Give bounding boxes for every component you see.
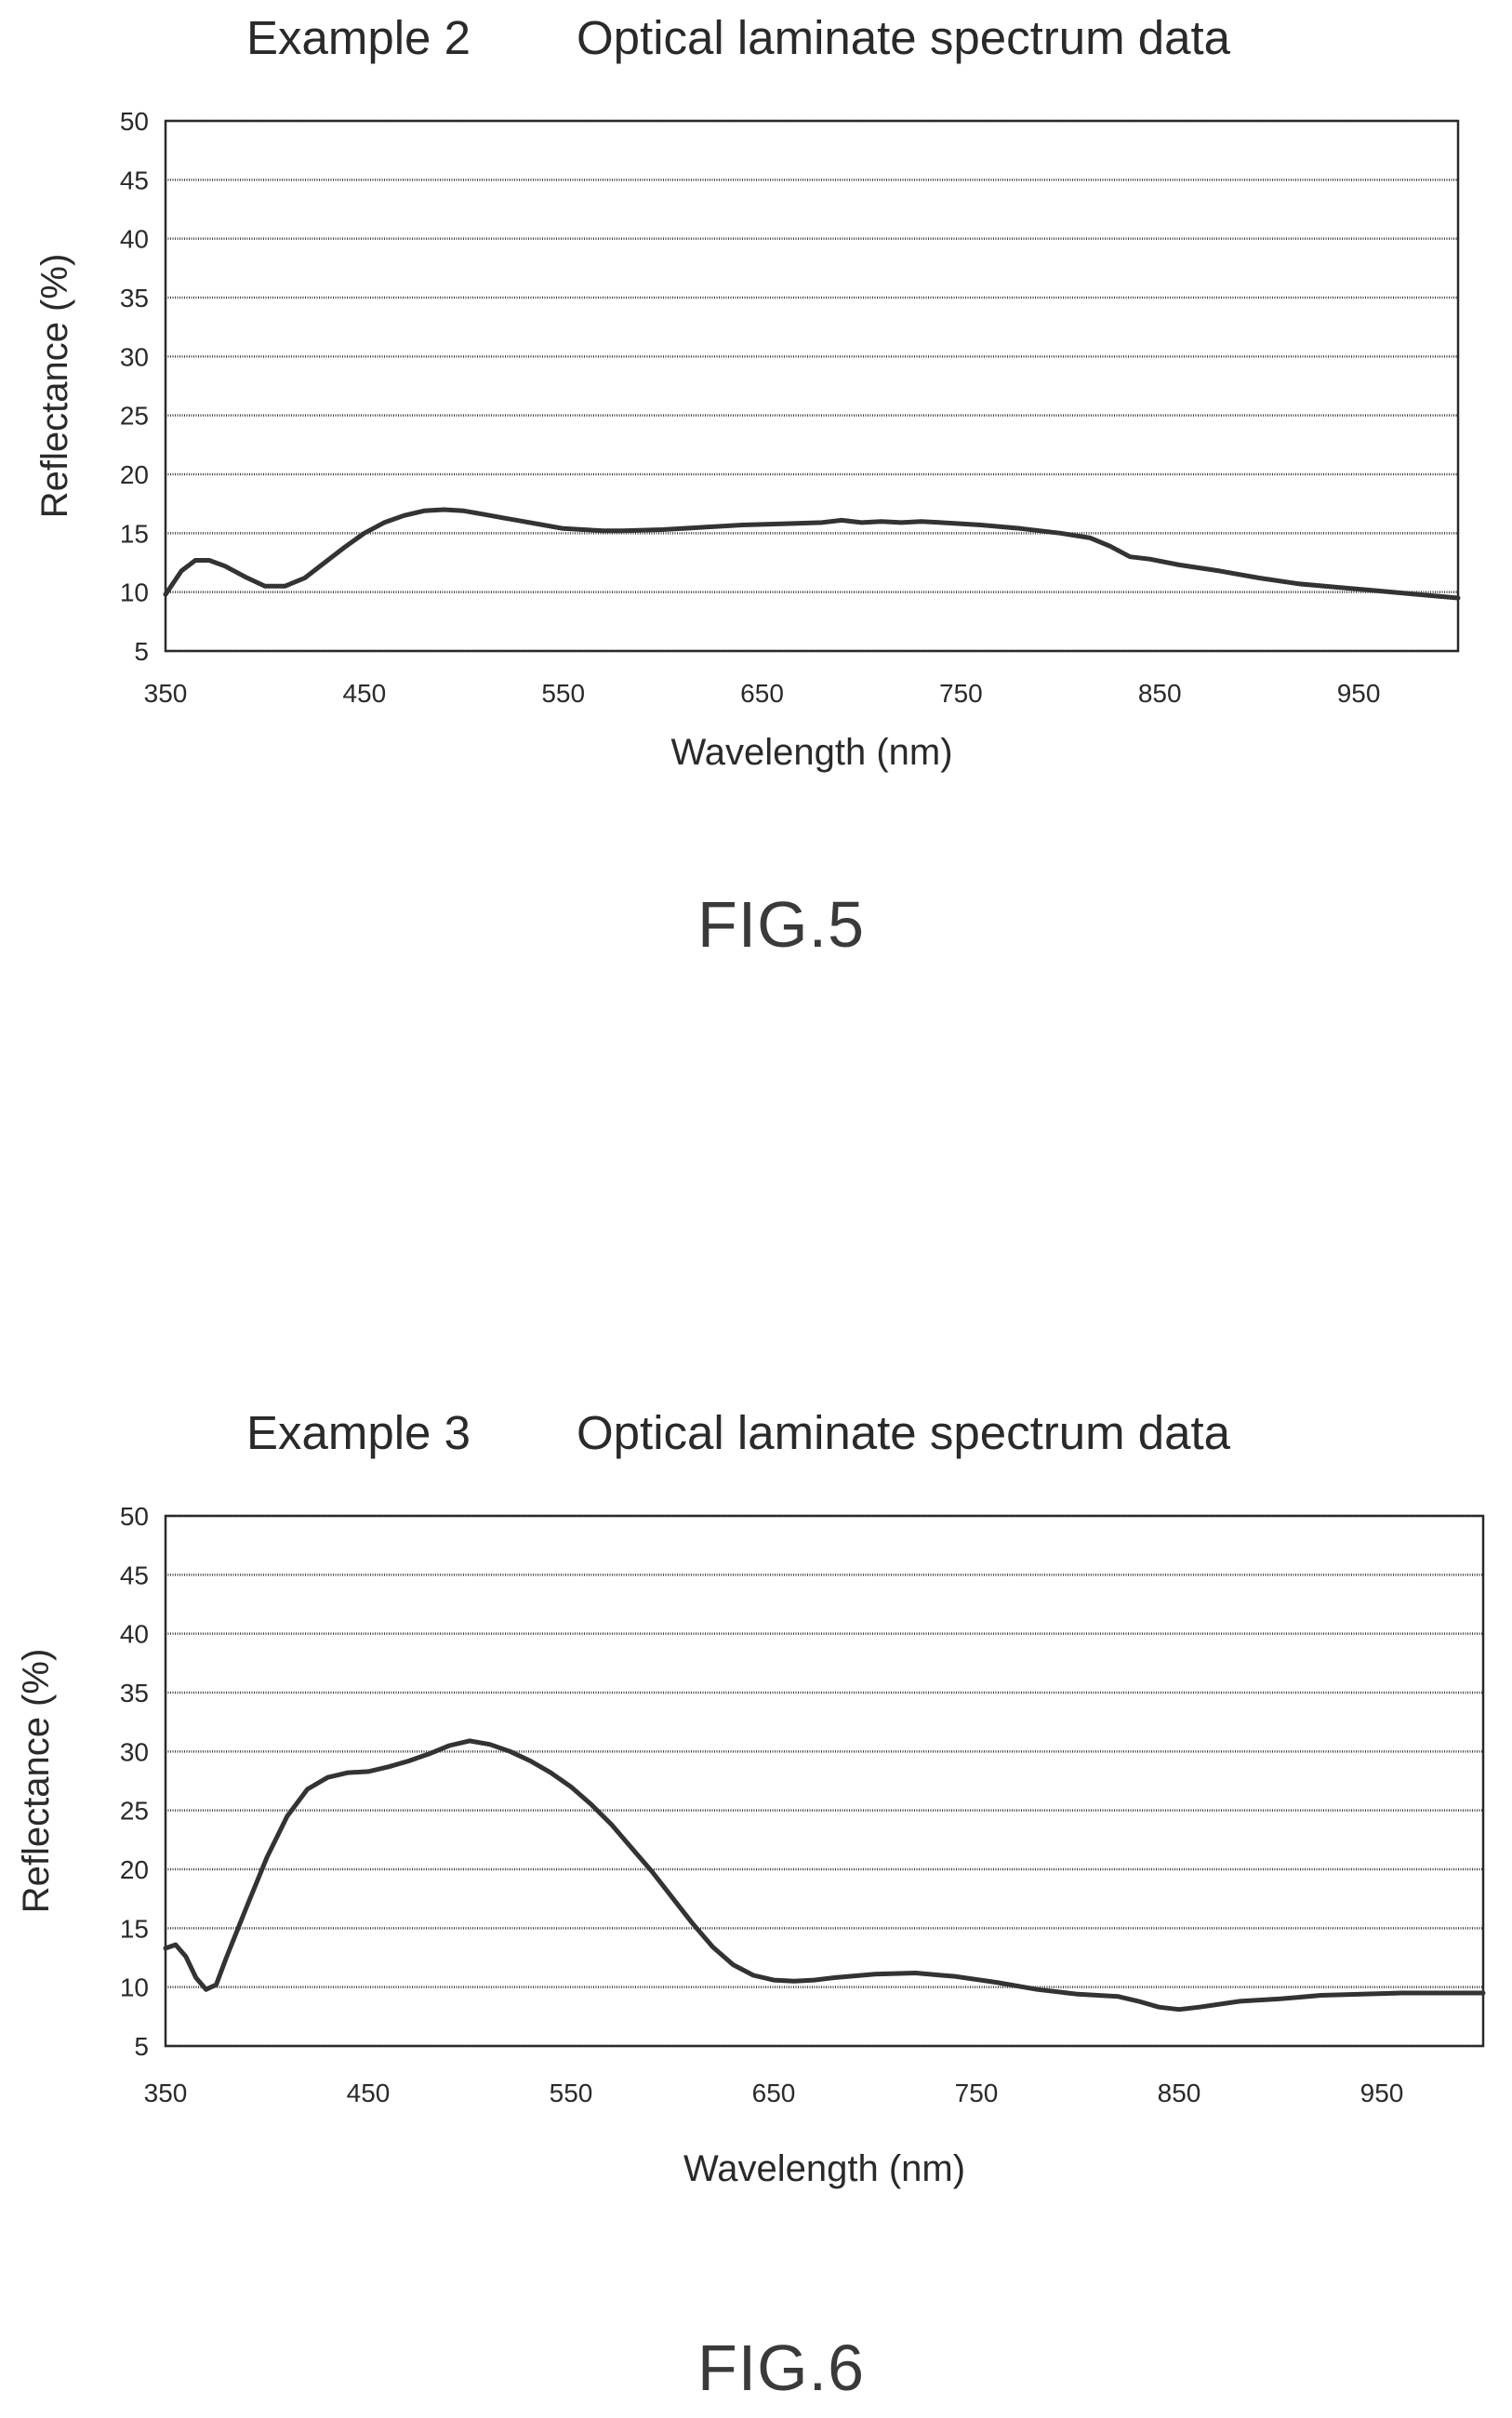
x-tick-450: 450: [342, 679, 386, 708]
x-axis-label: Wavelength (nm): [670, 732, 952, 773]
y-tick-35: 35: [120, 284, 149, 312]
y-tick-20: 20: [120, 1855, 149, 1884]
chart-title-example: Example 3: [246, 1406, 471, 1459]
chart-title-description: Optical laminate spectrum data: [577, 11, 1231, 64]
x-tick-550: 550: [550, 2079, 593, 2107]
fig5-chart-svg: Example 2 Optical laminate spectrum data…: [34, 11, 1461, 961]
y-axis-label: Reflectance (%): [16, 1649, 57, 1914]
plot-frame: [164, 119, 1460, 653]
y-tick-10: 10: [120, 578, 149, 607]
y-tick-labels: 5 10 15 20 25 30 35 40 45 50: [120, 107, 149, 666]
chart-title-example: Example 2: [246, 11, 471, 64]
gridlines: [166, 1514, 1483, 2048]
fig6-chart-svg: Example 3 Optical laminate spectrum data…: [16, 1406, 1486, 2404]
x-tick-labels: 350 450 550 650 750 850 950: [144, 679, 1381, 708]
fig6-chart: Example 3 Optical laminate spectrum data…: [0, 1395, 1512, 2418]
fig5-chart: Example 2 Optical laminate spectrum data…: [0, 0, 1512, 976]
y-tick-45: 45: [120, 1561, 149, 1589]
y-tick-35: 35: [120, 1679, 149, 1707]
y-tick-50: 50: [120, 1502, 149, 1531]
x-axis-label: Wavelength (nm): [683, 2148, 965, 2189]
chart-title-description: Optical laminate spectrum data: [577, 1406, 1231, 1459]
x-tick-650: 650: [740, 679, 784, 708]
y-tick-5: 5: [134, 637, 149, 666]
figure-label: FIG.5: [697, 888, 865, 961]
y-tick-30: 30: [120, 1737, 149, 1766]
y-tick-labels: 5 10 15 20 25 30 35 40 45 50: [120, 1502, 149, 2061]
y-tick-25: 25: [120, 1797, 149, 1826]
gridlines: [166, 119, 1458, 653]
y-tick-15: 15: [120, 1914, 149, 1943]
x-tick-850: 850: [1158, 2079, 1201, 2107]
x-tick-350: 350: [144, 679, 188, 708]
series-line-example-2: [163, 507, 1461, 601]
x-tick-750: 750: [955, 2079, 999, 2107]
x-tick-550: 550: [541, 679, 585, 708]
x-tick-650: 650: [752, 2079, 796, 2107]
y-tick-20: 20: [120, 460, 149, 489]
y-tick-5: 5: [134, 2032, 149, 2061]
y-tick-10: 10: [120, 1973, 149, 2002]
y-tick-45: 45: [120, 166, 149, 194]
y-tick-30: 30: [120, 342, 149, 371]
x-tick-950: 950: [1360, 2079, 1404, 2107]
x-tick-labels: 350 450 550 650 750 850 950: [144, 2079, 1404, 2107]
x-tick-850: 850: [1138, 679, 1182, 708]
x-tick-750: 750: [939, 679, 983, 708]
x-tick-450: 450: [347, 2079, 391, 2107]
figure-label: FIG.6: [697, 2332, 865, 2404]
y-tick-15: 15: [120, 519, 149, 548]
y-tick-25: 25: [120, 402, 149, 431]
plot-frame: [164, 1514, 1485, 2048]
series-line-example-3: [163, 1738, 1486, 2013]
y-tick-40: 40: [120, 1620, 149, 1649]
x-tick-350: 350: [144, 2079, 188, 2107]
x-tick-950: 950: [1337, 679, 1381, 708]
y-tick-50: 50: [120, 107, 149, 136]
y-axis-label: Reflectance (%): [34, 254, 75, 519]
y-tick-40: 40: [120, 225, 149, 254]
